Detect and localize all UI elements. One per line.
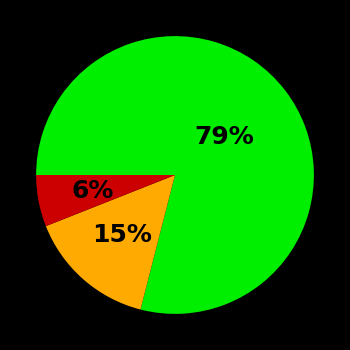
Text: 15%: 15% bbox=[92, 223, 152, 247]
Wedge shape bbox=[36, 36, 314, 314]
Wedge shape bbox=[36, 175, 175, 226]
Wedge shape bbox=[46, 175, 175, 309]
Text: 79%: 79% bbox=[195, 125, 254, 149]
Text: 6%: 6% bbox=[72, 178, 114, 203]
